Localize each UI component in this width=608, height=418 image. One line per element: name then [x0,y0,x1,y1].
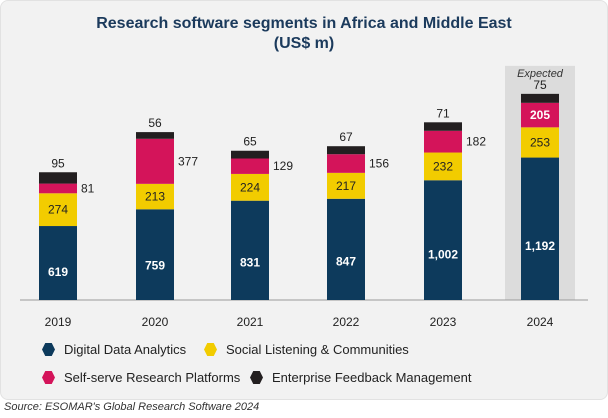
bar-2024-digital-data-analytics [521,157,559,300]
bar-2019-self-serve-research-platforms [39,183,77,194]
data-label-2024-self-serve-research-platforms: 205 [530,108,550,122]
legend-swatch-self-serve [42,371,55,384]
data-label-2024-enterprise-feedback-management: 75 [533,78,547,92]
bar-2021-social-listening-and-communities [231,173,269,201]
legend-swatch-digital-data-analytics [42,343,55,356]
bar-2021-self-serve-research-platforms [231,158,269,174]
data-label-2020-self-serve-research-platforms: 377 [178,154,198,168]
bar-2024-enterprise-feedback-management [521,93,559,103]
data-label-2022-digital-data-analytics: 847 [336,255,356,269]
legend-item-digital-data-analytics: Digital Data Analytics [42,342,186,357]
bar-2019-social-listening-and-communities [39,193,77,227]
bar-2022-digital-data-analytics [327,198,365,300]
data-label-2021-self-serve-research-platforms: 129 [273,159,293,173]
bar-2020-self-serve-research-platforms [136,138,174,184]
data-label-2022-enterprise-feedback-management: 67 [339,130,353,144]
x-tick-label-2020: 2020 [142,315,169,329]
legend-swatch-enterprise-feedback [250,371,263,384]
data-label-2022-self-serve-research-platforms: 156 [369,157,389,171]
bar-2022-self-serve-research-platforms [327,154,365,173]
bar-2022-enterprise-feedback-management [327,146,365,155]
expected-label: Expected [517,68,564,80]
x-tick-label-2023: 2023 [430,315,457,329]
source-note: Source: ESOMAR's Global Research Softwar… [4,401,260,413]
bar-2021-digital-data-analytics [231,200,269,300]
bar-2021-enterprise-feedback-management [231,150,269,159]
stacked-bar-chart: Expected 619 274 81 95 2019 759 213 377 56 2020 831… [20,65,588,329]
chart-title: Research software segments in Africa and… [96,15,512,32]
bar-2023-self-serve-research-platforms [424,130,462,153]
bar-2020-digital-data-analytics [136,209,174,300]
bar-2020-social-listening-and-communities [136,183,174,210]
data-label-2023-enterprise-feedback-management: 71 [436,106,450,120]
data-label-2019-digital-data-analytics: 619 [48,265,68,279]
bar-2024-social-listening-and-communities [521,127,559,158]
bar-2023-enterprise-feedback-management [424,122,462,131]
data-label-2024-social-listening-and-communities: 253 [530,135,550,149]
legend-item-enterprise-feedback: Enterprise Feedback Management [250,370,471,385]
legend-label-social-listening: Social Listening & Communities [226,342,409,357]
x-tick-label-2022: 2022 [333,315,360,329]
bar-2019-digital-data-analytics [39,226,77,300]
bar-2023-digital-data-analytics [424,180,462,300]
data-label-2021-social-listening-and-communities: 224 [240,180,260,194]
data-label-2023-social-listening-and-communities: 232 [433,159,453,173]
data-label-2019-self-serve-research-platforms: 81 [81,181,95,195]
x-tick-label-2021: 2021 [237,315,264,329]
bar-2020-enterprise-feedback-management [136,132,174,139]
data-label-2024-digital-data-analytics: 1,192 [525,239,555,253]
legend-item-self-serve: Self-serve Research Platforms [42,370,240,385]
data-label-2021-digital-data-analytics: 831 [240,255,260,269]
x-tick-label-2019: 2019 [45,315,72,329]
data-label-2023-self-serve-research-platforms: 182 [466,135,486,149]
data-label-2020-social-listening-and-communities: 213 [145,190,165,204]
data-label-2021-enterprise-feedback-management: 65 [243,135,257,149]
data-label-2022-social-listening-and-communities: 217 [336,179,356,193]
bar-2019-enterprise-feedback-management [39,172,77,184]
legend-item-social-listening: Social Listening & Communities [204,342,409,357]
bar-2023-social-listening-and-communities [424,152,462,181]
bar-2024-self-serve-research-platforms [521,102,559,128]
data-label-2020-enterprise-feedback-management: 56 [148,116,162,130]
data-label-2019-social-listening-and-communities: 274 [48,203,68,217]
legend-label-self-serve: Self-serve Research Platforms [64,370,241,385]
x-tick-label-2024: 2024 [527,315,554,329]
data-label-2020-digital-data-analytics: 759 [145,259,165,273]
legend-label-digital-data-analytics: Digital Data Analytics [64,342,187,357]
legend-swatch-social-listening [204,343,217,356]
data-label-2023-digital-data-analytics: 1,002 [428,247,458,261]
bar-2022-social-listening-and-communities [327,172,365,199]
legend-label-enterprise-feedback: Enterprise Feedback Management [272,370,472,385]
chart-subtitle: (US$ m) [273,35,335,52]
data-label-2019-enterprise-feedback-management: 95 [51,156,65,170]
